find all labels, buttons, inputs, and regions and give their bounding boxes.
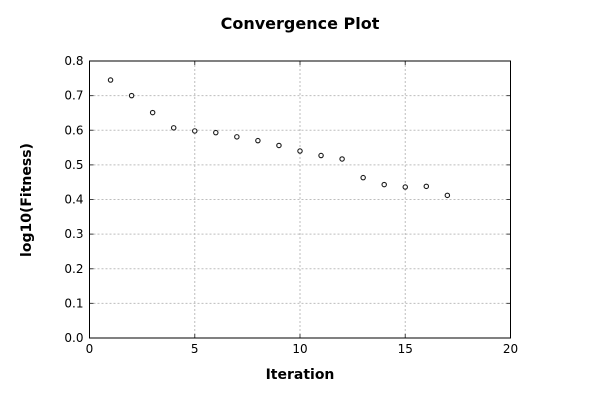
- y-tick-label: 0.5: [64, 158, 83, 172]
- data-point: [402, 184, 408, 190]
- y-tick-label: 0.2: [64, 262, 83, 276]
- x-tick-label: 10: [292, 342, 307, 356]
- data-point: [213, 129, 219, 136]
- x-tick-label: 20: [503, 342, 518, 356]
- x-tick-label: 15: [398, 342, 413, 356]
- data-point: [423, 183, 430, 190]
- data-point: [297, 148, 303, 154]
- data-point: [276, 142, 282, 149]
- chart-title: Convergence Plot: [220, 14, 380, 33]
- data-point: [339, 156, 345, 162]
- data-point: [318, 152, 324, 159]
- plot-border: [89, 60, 511, 339]
- y-tick-label: 0.4: [64, 193, 83, 207]
- y-tick-label: 0.0: [64, 331, 83, 345]
- data-point: [128, 92, 135, 99]
- x-tick-label: 5: [191, 342, 199, 356]
- data-point: [192, 128, 198, 134]
- y-tick-label: 0.7: [64, 89, 83, 103]
- data-point: [170, 125, 177, 131]
- x-tick-label: 0: [86, 342, 94, 356]
- data-point: [234, 134, 240, 140]
- data-point: [381, 181, 387, 188]
- x-axis-label: Iteration: [265, 367, 335, 383]
- y-tick-label: 0.6: [64, 123, 83, 137]
- data-point: [255, 137, 261, 144]
- data-point: [149, 109, 156, 116]
- data-point: [107, 77, 114, 83]
- data-point: [360, 174, 366, 181]
- y-tick-label: 0.3: [64, 227, 83, 241]
- y-tick-label: 0.1: [64, 296, 83, 310]
- y-tick-label: 0.8: [64, 54, 83, 68]
- data-point: [444, 192, 451, 199]
